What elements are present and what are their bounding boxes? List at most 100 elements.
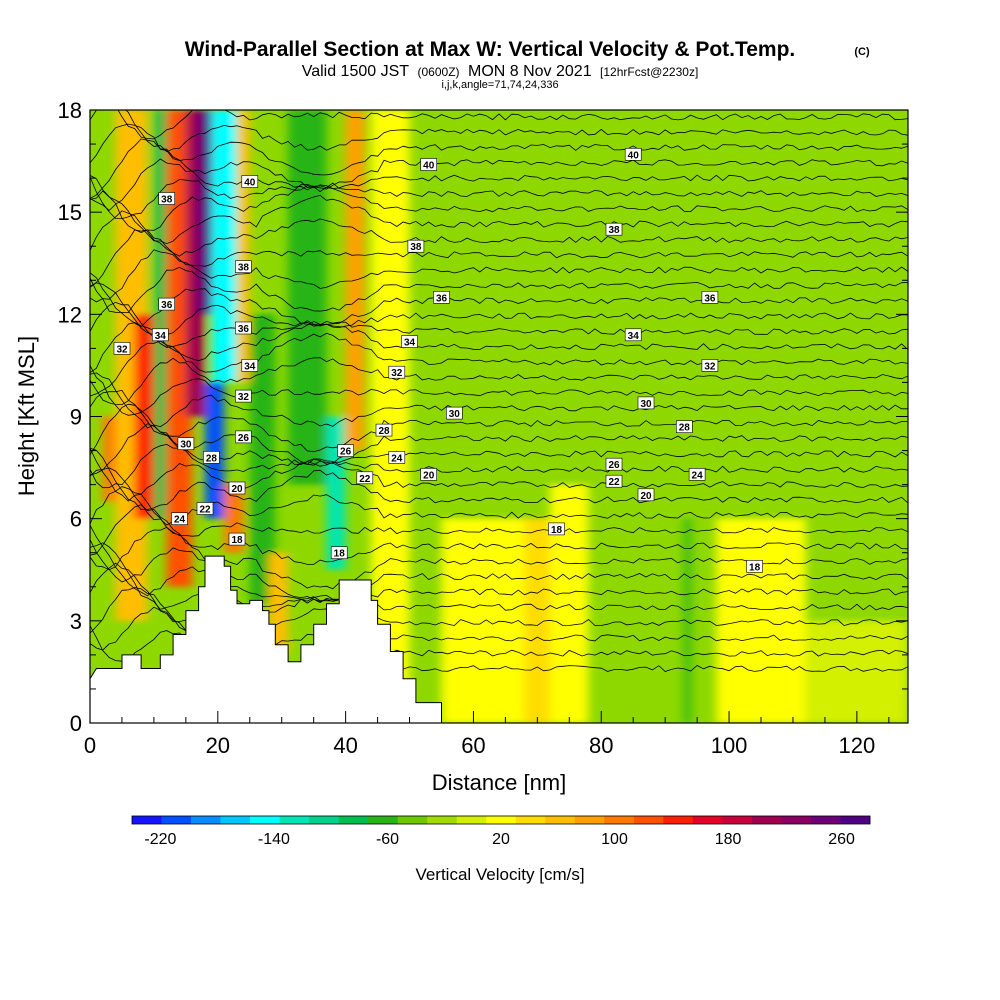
theta-label-box: [158, 297, 175, 311]
theta-label-text: 36: [436, 293, 448, 304]
theta-label: 40: [420, 158, 438, 172]
theta-label: 30: [445, 406, 463, 420]
theta-label: 18: [746, 559, 763, 573]
theta-label-text: 26: [608, 460, 620, 471]
theta-label: 20: [228, 481, 246, 495]
theta-label-box: [701, 359, 719, 372]
theta-label: 28: [203, 451, 220, 464]
velocity-band: [153, 110, 167, 519]
theta-label-box: [624, 148, 642, 161]
velocity-band: [198, 110, 212, 315]
theta-label-text: 18: [551, 525, 563, 536]
colorbar-tick-label: 180: [715, 831, 742, 848]
theta-label-text: 38: [161, 195, 173, 206]
colorbar-swatch: [840, 816, 871, 824]
colorbar-swatch: [663, 816, 694, 824]
theta-label: 32: [701, 359, 719, 372]
theta-label-box: [356, 471, 374, 485]
theta-label-box: [605, 474, 623, 488]
terrain: [90, 555, 442, 723]
colorbar-swatch: [633, 816, 664, 824]
colorbar-swatch: [515, 816, 546, 824]
theta-label-text: 18: [231, 535, 243, 546]
theta-contour: [90, 249, 908, 303]
theta-label-box: [701, 290, 719, 304]
theta-label-box: [158, 192, 175, 205]
colorbar-swatch: [368, 816, 398, 824]
x-tick-label: 120: [839, 733, 876, 758]
theta-label: 36: [158, 297, 175, 311]
theta-label: 28: [675, 420, 693, 434]
colorbar-swatch: [456, 816, 487, 824]
theta-contour: [90, 467, 908, 526]
theta-label-box: [605, 222, 623, 236]
colorbar-title: Vertical Velocity [cm/s]: [415, 865, 584, 884]
theta-label-text: 30: [180, 440, 192, 451]
theta-label: 32: [235, 389, 252, 403]
theta-label-box: [420, 468, 438, 481]
theta-label-text: 38: [608, 225, 620, 236]
theta-label-box: [152, 328, 169, 342]
theta-label: 22: [356, 471, 374, 485]
x-axis-label: Distance [nm]: [432, 770, 567, 795]
theta-label-box: [337, 444, 354, 457]
theta-label-box: [605, 457, 623, 471]
theta-contour: [90, 272, 908, 328]
x-tick-label: 80: [589, 733, 613, 758]
theta-label: 36: [235, 321, 252, 335]
colorbar-tick-label: 20: [492, 831, 510, 848]
colorbar-swatch: [810, 816, 841, 824]
theta-label-box: [688, 468, 706, 481]
y-tick-label: 6: [70, 507, 82, 532]
theta-label-text: 38: [238, 263, 250, 274]
theta-label-text: 38: [410, 242, 422, 253]
theta-contour: [90, 301, 908, 348]
theta-label: 30: [637, 396, 655, 410]
theta-label-text: 24: [391, 453, 403, 464]
colorbar: [131, 815, 871, 825]
colorbar-swatch: [132, 816, 162, 824]
colorbar-swatch: [574, 816, 605, 824]
theta-contour: [90, 332, 908, 397]
colorbar-ticks: -220 -140 -60 20 100 180 260: [144, 831, 855, 848]
theta-contour: [90, 372, 908, 429]
theta-contour: [90, 175, 908, 234]
velocity-band: [102, 416, 116, 502]
theta-label-text: 32: [238, 392, 250, 403]
theta-contour: [90, 229, 908, 287]
theta-label: 20: [637, 488, 655, 502]
theta-label-box: [746, 559, 763, 573]
theta-label-text: 28: [679, 423, 691, 434]
plot-area: 40 40 40 38 38 38 38 36 36 36 36 34 34 34 34 32 32 32 32 30…: [90, 110, 908, 723]
theta-label: 34: [241, 359, 259, 372]
theta-label-text: 36: [704, 293, 716, 304]
theta-contour: [90, 320, 908, 374]
y-tick-label: 15: [58, 200, 82, 225]
theta-label: 34: [401, 335, 418, 349]
theta-label: 38: [407, 239, 425, 253]
y-tick-label: 0: [70, 711, 82, 736]
x-tick-label: 100: [711, 733, 748, 758]
theta-label-text: 34: [404, 338, 416, 349]
theta-label-box: [637, 396, 655, 410]
theta-label-text: 32: [391, 368, 403, 379]
theta-label: 32: [388, 365, 406, 379]
theta-contour: [90, 210, 908, 257]
theta-label-box: [235, 389, 252, 403]
theta-label-box: [388, 365, 406, 379]
colorbar-swatch: [692, 816, 723, 824]
theta-contour: [90, 447, 908, 510]
x-axis: 0 20 40 60 80 100 120: [84, 711, 890, 758]
colorbar-swatch: [279, 816, 310, 824]
theta-contour: [90, 403, 908, 466]
velocity-band: [550, 484, 589, 723]
theta-contour: [90, 190, 908, 245]
theta-contour: [90, 486, 908, 537]
colorbar-swatch: [604, 816, 635, 824]
y-axis-label: Height [Kft MSL]: [14, 336, 39, 496]
velocity-band: [205, 382, 225, 519]
colorbar-swatch: [191, 816, 221, 824]
colorbar-swatch: [161, 816, 192, 824]
theta-contour: [90, 266, 908, 314]
